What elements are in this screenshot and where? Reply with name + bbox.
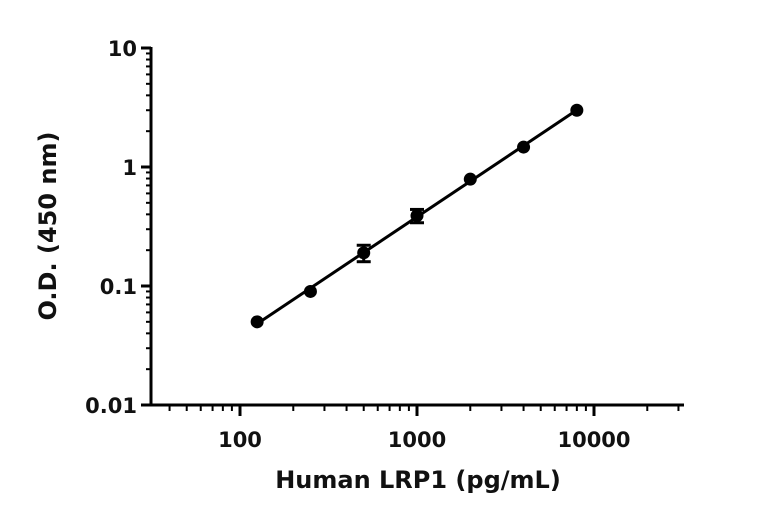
x-axis: 100 1000 10000	[143, 403, 684, 452]
y-tick-label: 0.01	[85, 394, 137, 418]
y-tick-label: 10	[108, 37, 137, 61]
y-axis-title: O.D. (450 nm)	[34, 132, 62, 321]
plot-area	[250, 103, 584, 329]
data-point-marker	[250, 315, 264, 329]
x-tick-label: 10000	[557, 428, 630, 452]
x-tick-label: 1000	[388, 428, 446, 452]
y-tick-label: 0.1	[100, 275, 137, 299]
y-axis: 0.01 0.1 1 10	[85, 37, 153, 418]
x-tick-label: 100	[218, 428, 262, 452]
data-point-marker	[463, 172, 477, 186]
y-tick-label: 1	[122, 156, 137, 180]
data-point-marker	[357, 246, 371, 260]
data-point-marker	[570, 103, 584, 117]
x-axis-title: Human LRP1 (pg/mL)	[275, 466, 561, 494]
data-point-marker	[303, 284, 317, 298]
data-point-marker	[517, 140, 531, 154]
data-point-marker	[410, 209, 424, 223]
